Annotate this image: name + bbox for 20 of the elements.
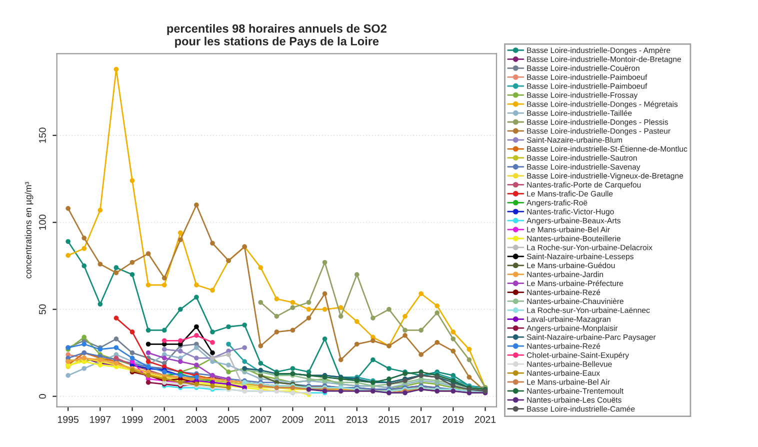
y-axis-title: concentrations en µg/m³: [24, 182, 34, 278]
x-tick-label: 2011: [314, 416, 335, 423]
x-tick-label: 2017: [410, 416, 432, 423]
x-tick-label: 2001: [154, 416, 175, 423]
y-tick-label: 150: [39, 128, 46, 143]
y-tick-label: 50: [39, 304, 46, 314]
x-tick-label: 2019: [442, 416, 464, 423]
x-tick-label: 1997: [90, 416, 110, 423]
chart-title: percentiles 98 horaires annuels de SO2 pour les stations de Pays de la Loire: [167, 24, 386, 48]
y-tick-label: 100: [39, 214, 46, 230]
x-tick-label: 2003: [186, 416, 207, 423]
y-tick-label: 0: [39, 394, 46, 399]
x-tick-label: 2007: [250, 416, 271, 423]
x-tick-label: 2015: [378, 416, 400, 423]
x-tick-label: 2021: [474, 416, 496, 423]
x-tick-label: 1999: [122, 416, 143, 423]
x-tick-label: 1995: [58, 416, 78, 423]
x-tick-label: 2005: [218, 416, 239, 423]
x-tick-label: 2013: [346, 416, 368, 423]
x-tick-label: 2009: [282, 416, 304, 423]
